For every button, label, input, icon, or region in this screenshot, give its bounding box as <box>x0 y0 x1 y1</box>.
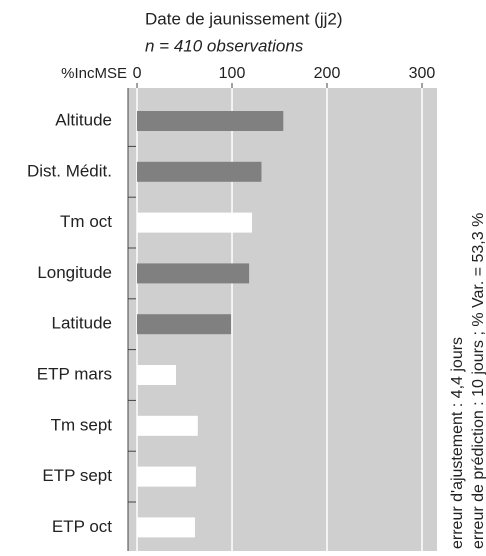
x-tick-label: 0 <box>133 65 142 82</box>
y-tick-label: ETP sept <box>42 466 112 485</box>
y-tick-label: Tm oct <box>60 212 112 231</box>
x-tick-label: 200 <box>314 65 341 82</box>
annotation: erreur d'ajustement : 4,4 jours <box>449 337 466 549</box>
bar <box>137 415 198 436</box>
x-tick-label: 300 <box>409 65 436 82</box>
bar <box>137 212 252 233</box>
y-tick-label: ETP oct <box>52 517 112 536</box>
bar <box>137 517 195 538</box>
y-tick-label: Longitude <box>37 263 112 282</box>
bar <box>137 263 250 284</box>
bar <box>137 365 176 385</box>
chart-subtitle: n = 410 observations <box>145 36 304 55</box>
x-tick-label: 100 <box>219 65 246 82</box>
y-tick-label: Altitude <box>55 110 112 129</box>
y-tick-label: Latitude <box>52 314 113 333</box>
y-tick-label: Tm sept <box>51 415 113 434</box>
annotation: erreur de prédiction : 10 jours ; % Var.… <box>470 213 486 549</box>
bar <box>137 466 196 487</box>
bar <box>137 314 232 335</box>
bar <box>137 111 284 131</box>
chart-title: Date de jaunissement (jj2) <box>145 9 342 28</box>
y-tick-label: Dist. Médit. <box>27 161 112 180</box>
bar <box>137 161 262 182</box>
y-tick-label: ETP mars <box>37 364 112 383</box>
x-axis-label: %IncMSE <box>61 65 127 82</box>
